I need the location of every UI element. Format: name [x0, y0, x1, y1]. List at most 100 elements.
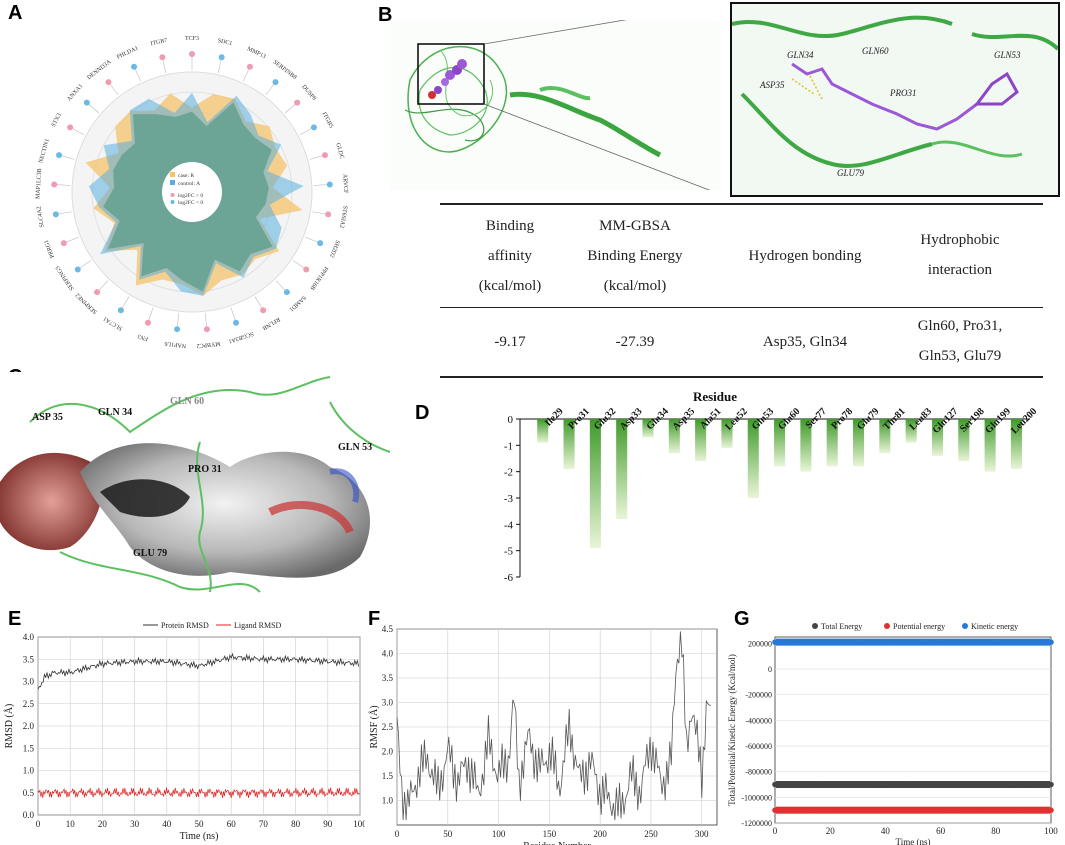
chart-g-point: [981, 807, 988, 813]
chart-g-point: [970, 639, 977, 645]
chart-g-point: [1026, 781, 1032, 788]
chart-e-xtick-label: 40: [162, 819, 172, 829]
chart-e-xtick-label: 20: [98, 819, 108, 829]
chart-g-point: [1009, 639, 1016, 645]
chart-g-point: [855, 807, 861, 813]
radar-gene-dot: [326, 181, 333, 188]
chart-d-bar: [642, 419, 654, 438]
chart-e-ylabel: RMSD (Å): [3, 704, 15, 749]
chart-g-point: [910, 639, 916, 645]
chart-g-point: [926, 807, 933, 813]
chart-d-bar: [668, 419, 680, 454]
chart-g-point: [832, 639, 839, 645]
chart-g-point: [855, 781, 861, 788]
chart-g-point: [832, 781, 839, 788]
legend-case: case: R: [178, 173, 194, 179]
chart-g-point: [866, 781, 872, 788]
chart-g-point: [832, 807, 839, 813]
zoom-box: [417, 43, 485, 105]
chart-g-point: [899, 639, 905, 645]
chart-g-point: [827, 639, 833, 645]
chart-g-point: [888, 639, 894, 645]
chart-g-point: [799, 639, 806, 645]
chart-d-bar: [826, 419, 838, 467]
radar-gene-dot: [83, 99, 90, 106]
radar-gene-label: SERPINB8: [272, 59, 298, 81]
chart-g-point: [1004, 807, 1010, 813]
chart-g-point: [1042, 639, 1049, 645]
chart-g-point: [1037, 639, 1043, 645]
chart-d-bar: [931, 419, 943, 456]
chart-g-point: [893, 639, 900, 645]
chart-g-legend-label: Kinetic energy: [971, 622, 1018, 631]
chart-d-bar: [879, 419, 891, 454]
chart-g-point: [860, 781, 867, 788]
chart-g-legend-dot: [812, 623, 818, 629]
header-mmgbsa: MM-GBSA Binding Energy (kcal/mol): [587, 218, 683, 294]
chart-g-point: [915, 781, 922, 788]
chart-g-point: [777, 639, 784, 645]
chart-g-point: [866, 639, 872, 645]
chart-g-point: [954, 639, 960, 645]
chart-e-ytick-label: 0.5: [23, 788, 35, 798]
chart-g-point: [810, 639, 817, 645]
chart-g-point: [827, 807, 833, 813]
radar-center: [162, 162, 222, 222]
chart-e-legend-ligand: Ligand RMSD: [234, 621, 282, 630]
chart-g-point: [838, 639, 845, 645]
zoom-label-gln53: GLN53: [994, 50, 1021, 60]
panel-label-a: A: [8, 2, 23, 24]
radar-gene-label: SLC7A1: [102, 315, 123, 331]
radar-gene-dot: [218, 54, 225, 61]
chart-g-point: [816, 639, 822, 645]
radar-gene-dot: [233, 319, 240, 326]
radar-gene-label: SAMD1: [288, 294, 307, 312]
chart-f-xtick-label: 0: [395, 829, 400, 839]
chart-g-point: [1004, 781, 1010, 788]
radar-gene-label: DUSP8: [300, 84, 316, 102]
chart-g-point: [805, 807, 811, 813]
header-hydrophobic: Hydrophobic interaction: [920, 232, 1000, 278]
chart-g-point: [910, 807, 916, 813]
surface-label-gln60: GLN 60: [170, 396, 204, 407]
chart-g-point: [1020, 807, 1027, 813]
chart-e-ytick-label: 0.0: [23, 810, 35, 820]
value-hydrogen-bonding: Asp35, Gln34: [762, 334, 848, 350]
chart-d-bar: [589, 419, 601, 549]
chart-g-point: [783, 807, 789, 813]
chart-f-xlabel: Residue Number: [523, 841, 591, 845]
chart-g-point: [799, 781, 806, 788]
chart-e-ytick-label: 2.0: [23, 721, 35, 731]
chart-g-point: [948, 639, 955, 645]
chart-g-point: [981, 781, 988, 788]
radar-legend: case: R control: A log2FC > 0 log2FC < 0: [170, 172, 203, 206]
chart-g-point: [1037, 781, 1043, 788]
surface-label-gln34: GLN 34: [98, 407, 132, 418]
chart-g-point: [849, 781, 856, 788]
chart-g-point: [965, 781, 971, 788]
chart-g-point: [843, 807, 850, 813]
chart-g-legend-dot: [962, 623, 968, 629]
chart-f-ytick-label: 3.5: [382, 673, 394, 683]
panel-label-b: B: [378, 4, 393, 26]
radar-gene-dot: [203, 326, 210, 333]
radar-gene-dot: [321, 152, 328, 159]
radar-gene-dot: [74, 266, 81, 273]
chart-g-point: [998, 807, 1005, 813]
chart-g-xtick-label: 100: [1044, 826, 1058, 836]
radar-gene-label: ST6SIA2: [338, 205, 348, 228]
chart-e-legend-protein: Protein RMSD: [161, 621, 209, 630]
chart-g-point: [1015, 807, 1021, 813]
chart-g-point: [777, 807, 784, 813]
chart-g-point: [970, 781, 977, 788]
radar-gene-label: MAP1LC3B: [35, 168, 43, 199]
chart-g-point: [788, 639, 795, 645]
chart-g-point: [993, 639, 999, 645]
pocket-surface: ASP 35 GLN 34 GLN 60 GLN 53 PRO 31 GLU 7…: [0, 376, 391, 593]
chart-g-point: [993, 781, 999, 788]
chart-d-bar: [721, 419, 733, 448]
chart-g-point: [965, 639, 971, 645]
legend-case-swatch: [170, 172, 175, 177]
chart-g-point: [772, 807, 778, 813]
